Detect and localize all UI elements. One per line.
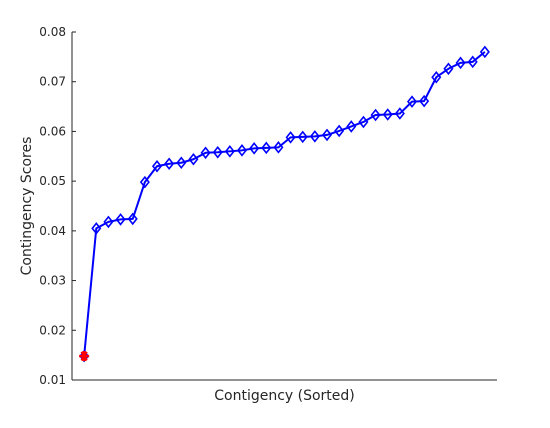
data-point-marker — [176, 156, 187, 170]
data-point-marker — [419, 94, 430, 108]
y-tick-label: 0.01 — [39, 373, 66, 387]
y-tick-label: 0.07 — [39, 75, 66, 89]
data-point-marker — [394, 107, 405, 120]
data-point-marker — [479, 45, 490, 59]
data-point-marker — [151, 159, 163, 173]
data-point-marker — [212, 146, 223, 159]
data-point-marker — [200, 146, 211, 160]
data-point-marker — [127, 212, 138, 226]
data-point-marker — [443, 62, 454, 76]
data-point-marker — [321, 128, 333, 142]
y-tick-label: 0.05 — [39, 174, 66, 188]
data-point-marker — [236, 144, 248, 157]
data-point-marker — [224, 145, 235, 158]
y-tick-label: 0.03 — [39, 274, 66, 288]
y-tick-label: 0.02 — [39, 323, 66, 337]
highlight-marker — [79, 351, 90, 362]
data-point-marker — [382, 108, 393, 121]
y-tick-label: 0.08 — [39, 25, 66, 39]
axes — [71, 32, 497, 381]
data-point-marker — [249, 142, 260, 155]
series-line — [83, 51, 486, 357]
data-point-marker — [139, 175, 150, 189]
data-point-marker — [309, 130, 320, 143]
data-point-marker — [91, 222, 102, 235]
data-point-marker — [406, 95, 418, 108]
data-point-marker — [467, 55, 478, 69]
data-point-marker — [297, 130, 308, 144]
data-point-marker — [455, 56, 466, 70]
data-point-marker — [358, 115, 369, 129]
y-tick-label: 0.06 — [39, 124, 66, 138]
data-point-marker — [285, 131, 296, 144]
data-point-marker — [431, 70, 442, 84]
y-tick-label: 0.04 — [39, 224, 66, 238]
series — [79, 45, 490, 363]
data-point-marker — [334, 124, 345, 138]
data-point-marker — [273, 141, 284, 154]
y-axis-label: Contingency Scores — [19, 137, 35, 276]
data-point-marker — [115, 213, 126, 226]
data-point-marker — [164, 157, 175, 171]
data-point-marker — [188, 152, 199, 166]
data-point-marker — [261, 141, 272, 155]
x-axis-label: Contigency (Sorted) — [214, 388, 355, 404]
y-ticks: 0.01 0.02 0.03 0.04 0.05 0.06 0.07 0.08 — [39, 25, 76, 387]
data-point-marker — [346, 120, 357, 133]
data-point-marker — [103, 215, 114, 229]
data-point-marker — [370, 108, 381, 122]
